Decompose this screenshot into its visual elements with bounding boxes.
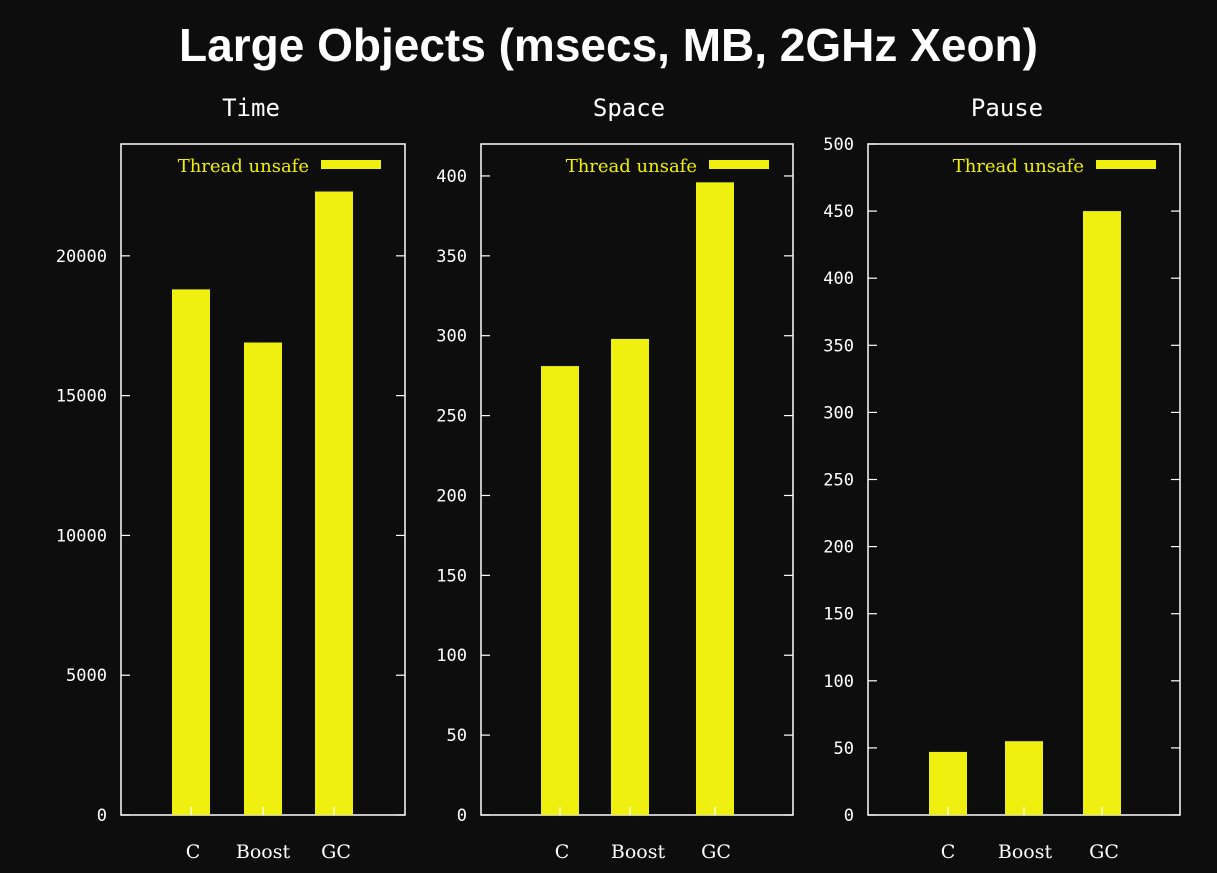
panel-title: Pause bbox=[971, 94, 1043, 122]
legend-label: Thread unsafe bbox=[953, 156, 1084, 177]
y-tick-label: 50 bbox=[834, 739, 854, 759]
bar-gc bbox=[315, 191, 353, 815]
bar-c bbox=[929, 751, 967, 815]
category-label: C bbox=[186, 841, 201, 863]
y-tick-label: 0 bbox=[457, 806, 467, 826]
y-tick-label: 50 bbox=[447, 726, 467, 746]
category-label: C bbox=[555, 841, 570, 863]
category-label: GC bbox=[321, 841, 351, 863]
panel-2: Pause 0 50 100 150 200 250 300 350 400 450 500 C Boos… bbox=[823, 94, 1181, 863]
category-label: C bbox=[941, 841, 956, 863]
category-label: Boost bbox=[236, 841, 291, 863]
bar-gc bbox=[696, 182, 734, 816]
legend-label: Thread unsafe bbox=[566, 156, 697, 177]
y-tick-label: 350 bbox=[436, 247, 467, 267]
legend-swatch bbox=[321, 160, 381, 169]
category-label: Boost bbox=[998, 841, 1053, 863]
bar-gc bbox=[1083, 211, 1121, 816]
y-tick-label: 5000 bbox=[66, 666, 107, 686]
y-tick-label: 150 bbox=[436, 566, 467, 586]
panel-1: Space 0 50 100 150 200 250 300 350 400 C Boost GC Thr… bbox=[436, 94, 794, 863]
y-tick-label: 150 bbox=[823, 605, 854, 625]
panel-title: Time bbox=[222, 94, 280, 122]
plot-frame bbox=[867, 143, 1181, 816]
bar-boost bbox=[244, 342, 282, 815]
y-tick-label: 250 bbox=[436, 407, 467, 427]
panel-title: Space bbox=[593, 94, 665, 122]
y-tick-label: 400 bbox=[436, 167, 467, 187]
legend-label: Thread unsafe bbox=[178, 156, 309, 177]
legend-swatch bbox=[709, 160, 769, 169]
bar-c bbox=[172, 289, 210, 816]
category-label: GC bbox=[701, 841, 731, 863]
bar-boost bbox=[611, 338, 649, 815]
y-tick-label: 20000 bbox=[56, 247, 107, 267]
y-tick-label: 200 bbox=[823, 538, 854, 558]
y-tick-label: 0 bbox=[97, 806, 107, 826]
category-label: Boost bbox=[611, 841, 666, 863]
category-label: GC bbox=[1089, 841, 1119, 863]
y-tick-label: 10000 bbox=[56, 526, 107, 546]
figure-title: Large Objects (msecs, MB, 2GHz Xeon) bbox=[179, 19, 1038, 71]
y-tick-label: 0 bbox=[844, 806, 854, 826]
y-tick-label: 300 bbox=[823, 403, 854, 423]
y-tick-label: 100 bbox=[436, 646, 467, 666]
y-tick-label: 250 bbox=[823, 471, 854, 491]
y-tick-label: 200 bbox=[436, 486, 467, 506]
panel-0: Time 0 5000 10000 15000 20000 C Boost GC Thread u… bbox=[56, 94, 406, 863]
bar-boost bbox=[1005, 741, 1043, 815]
y-tick-label: 100 bbox=[823, 672, 854, 692]
y-tick-label: 300 bbox=[436, 327, 467, 347]
y-tick-label: 450 bbox=[823, 202, 854, 222]
y-tick-label: 350 bbox=[823, 336, 854, 356]
legend-swatch bbox=[1096, 160, 1156, 169]
y-tick-label: 400 bbox=[823, 269, 854, 289]
y-tick-label: 15000 bbox=[56, 387, 107, 407]
bar-c bbox=[541, 366, 579, 815]
y-tick-label: 500 bbox=[823, 135, 854, 155]
